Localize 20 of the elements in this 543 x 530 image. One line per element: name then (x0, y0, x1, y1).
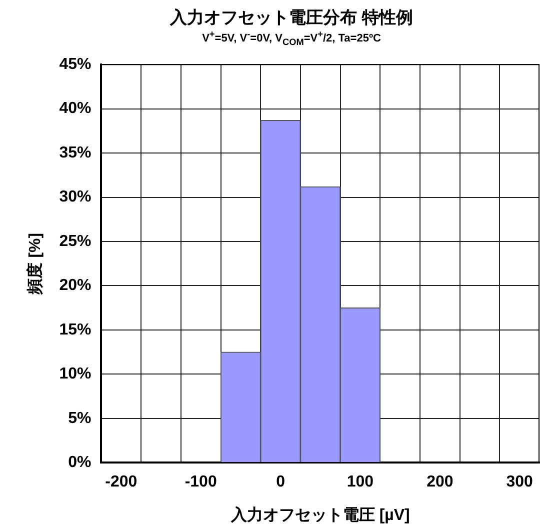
x-tick-label: -100 (184, 474, 217, 491)
y-tick-label: 10% (59, 366, 92, 383)
x-tick-label: 200 (426, 474, 454, 491)
y-axis-title: 頻度 [%] (25, 232, 44, 296)
x-axis-title: 入力オフセット電圧 [µV] (230, 506, 410, 524)
x-tick-label: 100 (346, 474, 374, 491)
y-tick-label: 40% (59, 100, 92, 118)
y-tick-label: 25% (59, 232, 92, 250)
y-tick-label: 5% (68, 410, 92, 427)
x-tick-label: -200 (105, 474, 138, 491)
y-tick-label: 30% (59, 188, 92, 206)
y-tick-label: 35% (59, 144, 92, 162)
y-tick-label: 15% (59, 321, 92, 338)
text: V$^{+}$=5V, V$^{-}$=0V, V$_{COM}$=V$^{+}$/2, Ta=25ºC (202, 29, 381, 47)
x-tick-label: 0 (276, 474, 286, 491)
x-tick-label: 300 (506, 474, 534, 491)
chart-title: 入力オフセット電圧分布 特性例 (168, 7, 414, 29)
y-tick-label: 0% (68, 454, 92, 472)
y-tick-label: 20% (59, 277, 92, 294)
y-tick-label: 45% (59, 56, 92, 74)
